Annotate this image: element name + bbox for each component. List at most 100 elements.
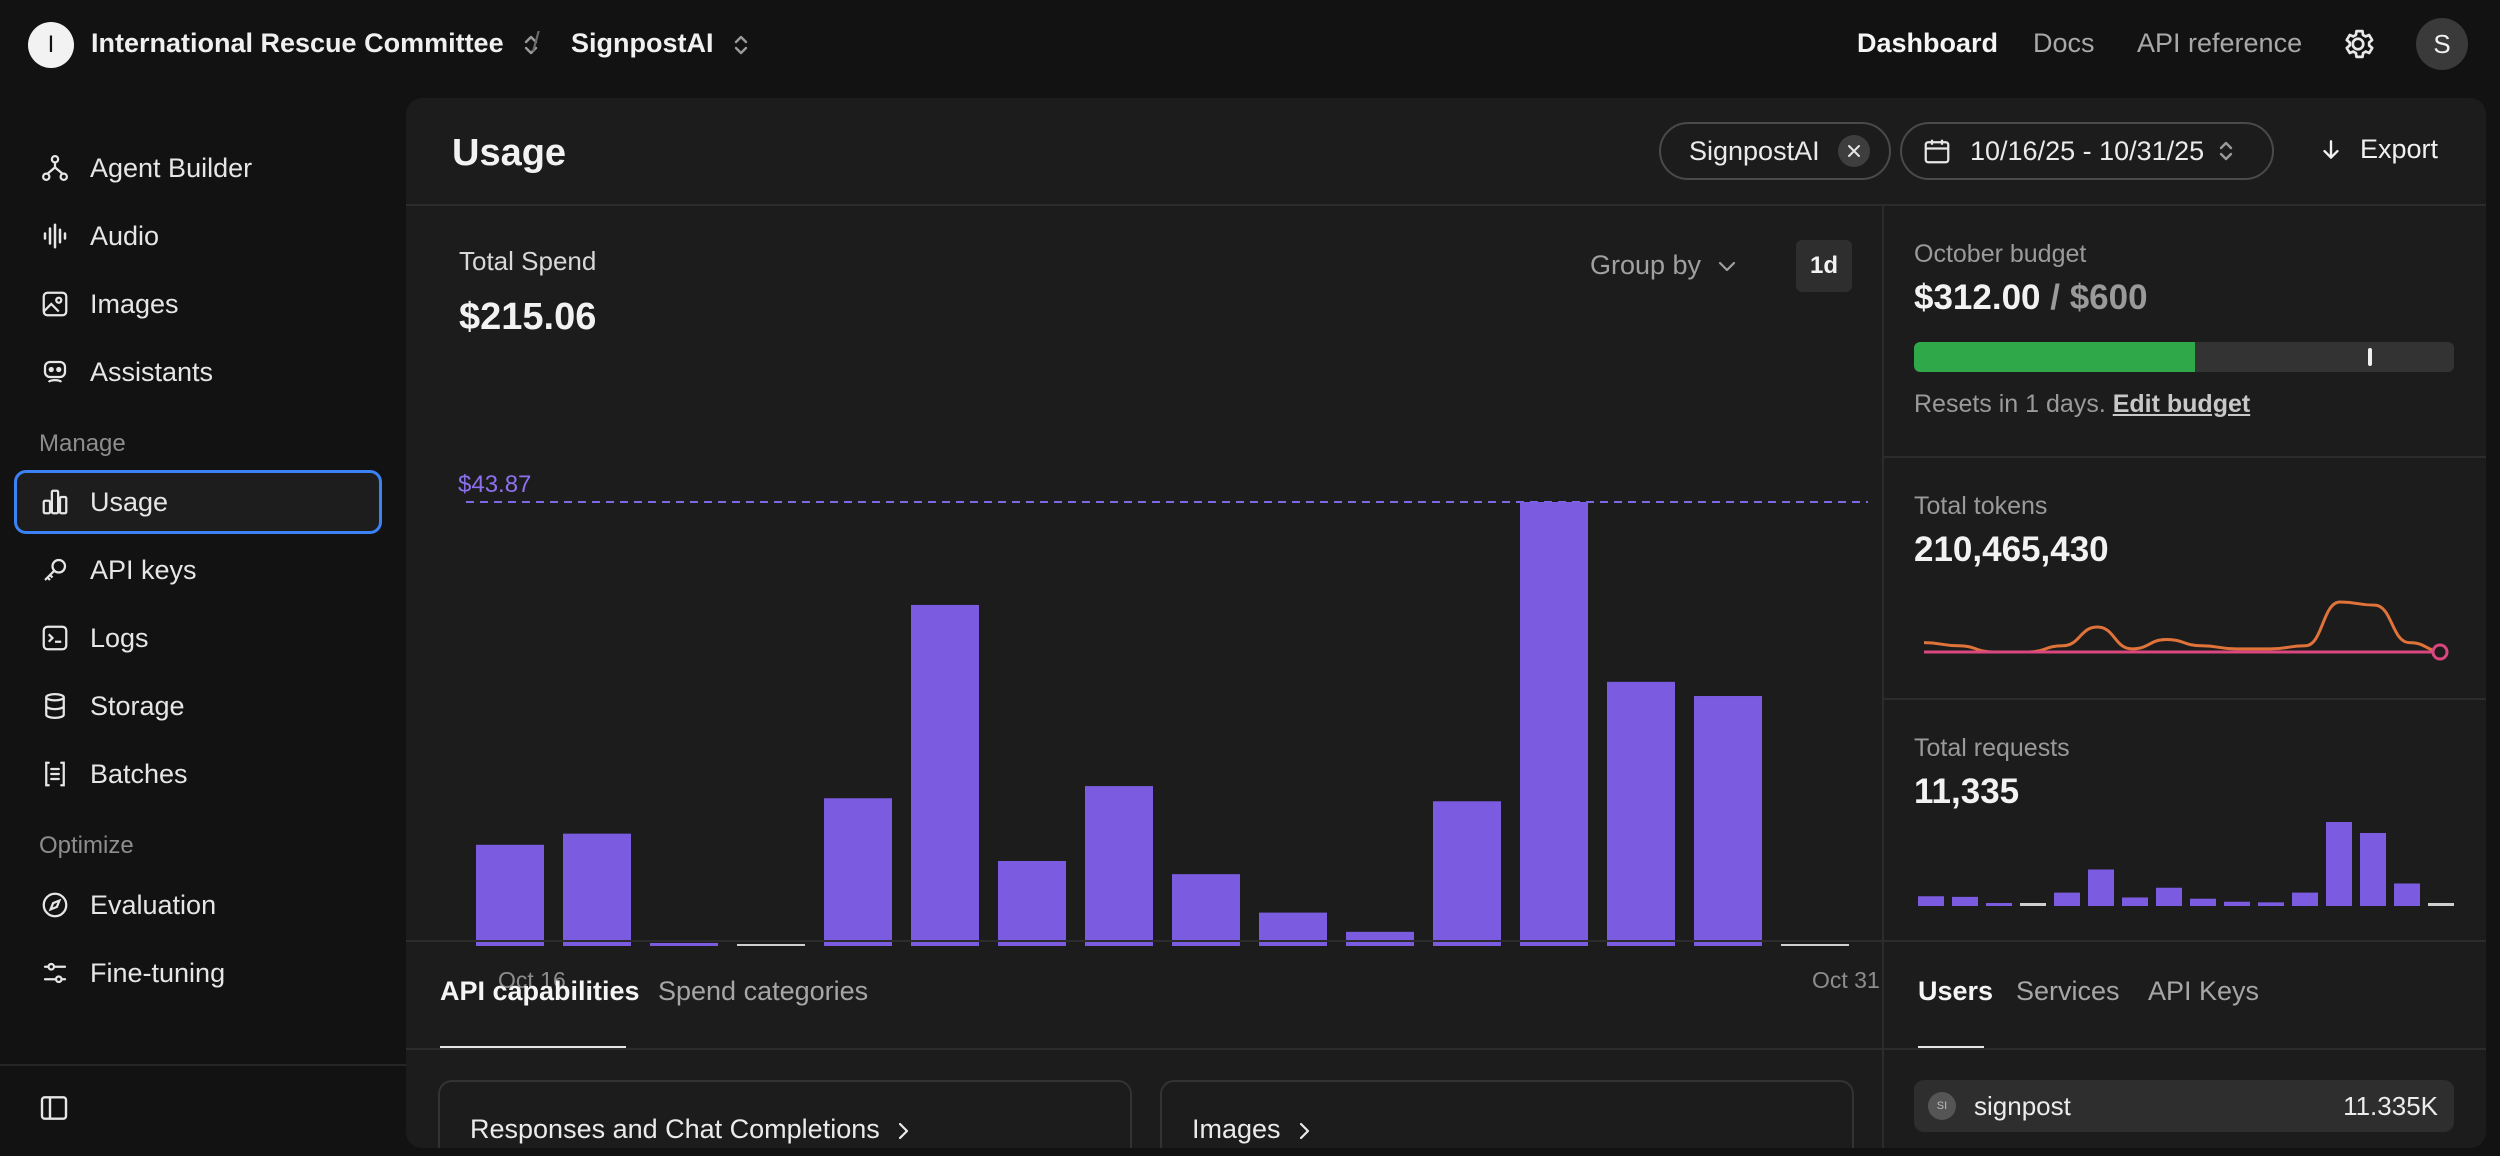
budget-progress-bar <box>1914 342 2454 372</box>
sidebar-item-label: Storage <box>90 690 185 721</box>
requests-bar[interactable] <box>2394 883 2420 906</box>
nav-api-reference[interactable]: API reference <box>2137 28 2303 58</box>
spend-bar[interactable] <box>1607 681 1675 946</box>
spend-bar[interactable] <box>824 798 892 946</box>
org-switcher[interactable]: International Rescue Committee <box>91 28 539 59</box>
sidebar-item-logs[interactable]: Logs <box>14 606 382 670</box>
tab-spend-categories[interactable]: Spend categories <box>658 976 869 1006</box>
requests-bar[interactable] <box>2224 901 2250 906</box>
interval-1d-button[interactable]: 1d <box>1796 240 1852 292</box>
sidebar-item-fine-tuning[interactable]: Fine-tuning <box>14 941 382 1005</box>
spend-bar[interactable] <box>476 844 544 946</box>
requests-bar[interactable] <box>1952 896 1978 906</box>
spend-bar[interactable] <box>1694 696 1762 946</box>
sidebar-item-assistants[interactable]: Assistants <box>14 340 382 404</box>
requests-bar[interactable] <box>2190 898 2216 906</box>
requests-bar[interactable] <box>2054 892 2080 906</box>
capability-card-responses[interactable]: Responses and Chat Completions <box>438 1080 1132 1148</box>
org-avatar[interactable]: I <box>28 22 74 68</box>
image-icon <box>38 287 72 321</box>
spend-bar[interactable] <box>998 860 1066 946</box>
requests-bar[interactable] <box>1986 903 2012 906</box>
chevron-updown-icon <box>524 35 538 55</box>
sidebar-item-storage[interactable]: Storage <box>14 674 382 738</box>
terminal-icon <box>38 621 72 655</box>
x-tick-label: Oct 16 <box>498 967 566 993</box>
sidebar-item-usage[interactable]: Usage <box>14 470 382 534</box>
spend-bar[interactable] <box>1172 874 1240 946</box>
requests-bar[interactable] <box>2122 897 2148 906</box>
sidebar-item-batches[interactable]: Batches <box>14 742 382 806</box>
audio-wave-icon <box>38 219 72 253</box>
budget-progress-fill <box>1914 342 2195 372</box>
reset-label: Resets in 1 days. <box>1914 390 2106 418</box>
sidebar-item-images[interactable]: Images <box>14 272 382 336</box>
spend-bar[interactable] <box>563 833 631 946</box>
capability-card-images[interactable]: Images <box>1160 1080 1854 1148</box>
chevron-updown-icon <box>2220 141 2233 161</box>
requests-bar[interactable] <box>2020 903 2046 906</box>
spend-bar[interactable] <box>1781 944 1849 946</box>
spend-bar[interactable] <box>737 944 805 946</box>
project-filter-chip[interactable]: SignpostAI <box>1659 122 1891 180</box>
export-button[interactable]: Export <box>2318 134 2438 165</box>
requests-bar[interactable] <box>1918 896 1944 906</box>
compass-icon <box>38 888 72 922</box>
tab-api-capabilities[interactable]: API capabilities <box>440 976 640 1006</box>
requests-bar-chart <box>1918 822 2454 906</box>
close-icon[interactable] <box>1837 135 1870 167</box>
user-avatar[interactable]: S <box>2416 18 2468 70</box>
sidebar-item-label: Usage <box>90 486 169 517</box>
header-divider <box>406 204 2486 206</box>
spend-bar[interactable] <box>1085 786 1153 946</box>
sliders-icon <box>38 956 72 990</box>
sidebar-item-label: Agent Builder <box>90 152 253 183</box>
sidebar-divider <box>0 1064 406 1066</box>
requests-bar[interactable] <box>2088 869 2114 906</box>
sidebar-item-agent-builder[interactable]: Agent Builder <box>14 136 382 200</box>
user-name: signpost <box>1974 1090 2071 1121</box>
top-bar: I International Rescue Committee / Signp… <box>0 0 2500 90</box>
edit-budget-link[interactable]: Edit budget <box>2112 390 2251 418</box>
project-name: SignpostAI <box>571 28 714 58</box>
sidebar-item-label: API keys <box>90 554 197 585</box>
capability-card-title: Responses and Chat Completions <box>470 1114 880 1144</box>
chevron-right-icon <box>899 1122 909 1139</box>
date-range-picker[interactable]: 10/16/25 - 10/31/25 <box>1900 122 2274 180</box>
user-request-count: 11.335K <box>2343 1090 2438 1121</box>
sidebar-item-api-keys[interactable]: API keys <box>14 538 382 602</box>
sidebar-item-label: Logs <box>90 622 149 653</box>
requests-bar[interactable] <box>2156 887 2182 906</box>
spend-bar[interactable] <box>911 604 979 946</box>
sidebar-section-optimize: Optimize <box>39 832 134 859</box>
key-icon <box>38 553 72 587</box>
tab-users[interactable]: Users <box>1918 976 1994 1006</box>
requests-bar[interactable] <box>2292 892 2318 906</box>
requests-bar[interactable] <box>2326 822 2352 906</box>
tab-api-keys[interactable]: API Keys <box>2148 976 2260 1006</box>
tokens-line-chart <box>1923 600 2449 661</box>
spend-bar[interactable] <box>1520 502 1588 946</box>
nav-docs[interactable]: Docs <box>2033 28 2095 58</box>
spend-bar[interactable] <box>650 942 718 946</box>
project-switcher[interactable]: SignpostAI <box>571 28 749 59</box>
requests-bar[interactable] <box>2428 903 2454 906</box>
user-usage-row[interactable]: SI signpost 11.335K <box>1914 1080 2454 1132</box>
batches-icon <box>38 757 72 791</box>
requests-bar[interactable] <box>2360 832 2386 906</box>
user-mini-avatar: SI <box>1928 1092 1956 1120</box>
sidebar-toggle-icon[interactable] <box>38 1092 70 1124</box>
requests-bar[interactable] <box>2258 902 2284 906</box>
page-title: Usage <box>452 132 567 174</box>
tab-services[interactable]: Services <box>2016 976 2120 1006</box>
right-divider <box>1884 456 2486 458</box>
sidebar-item-audio[interactable]: Audio <box>14 204 382 268</box>
sidebar-item-evaluation[interactable]: Evaluation <box>14 873 382 937</box>
active-tab-indicator <box>1918 1046 1984 1049</box>
gear-icon[interactable] <box>2340 26 2376 62</box>
group-by-dropdown[interactable]: Group by <box>1590 250 1739 281</box>
nav-dashboard[interactable]: Dashboard <box>1857 28 1999 58</box>
spend-bar[interactable] <box>1433 801 1501 946</box>
spend-bar[interactable] <box>1346 931 1414 946</box>
x-tick-label: Oct 31 <box>1812 967 1880 993</box>
